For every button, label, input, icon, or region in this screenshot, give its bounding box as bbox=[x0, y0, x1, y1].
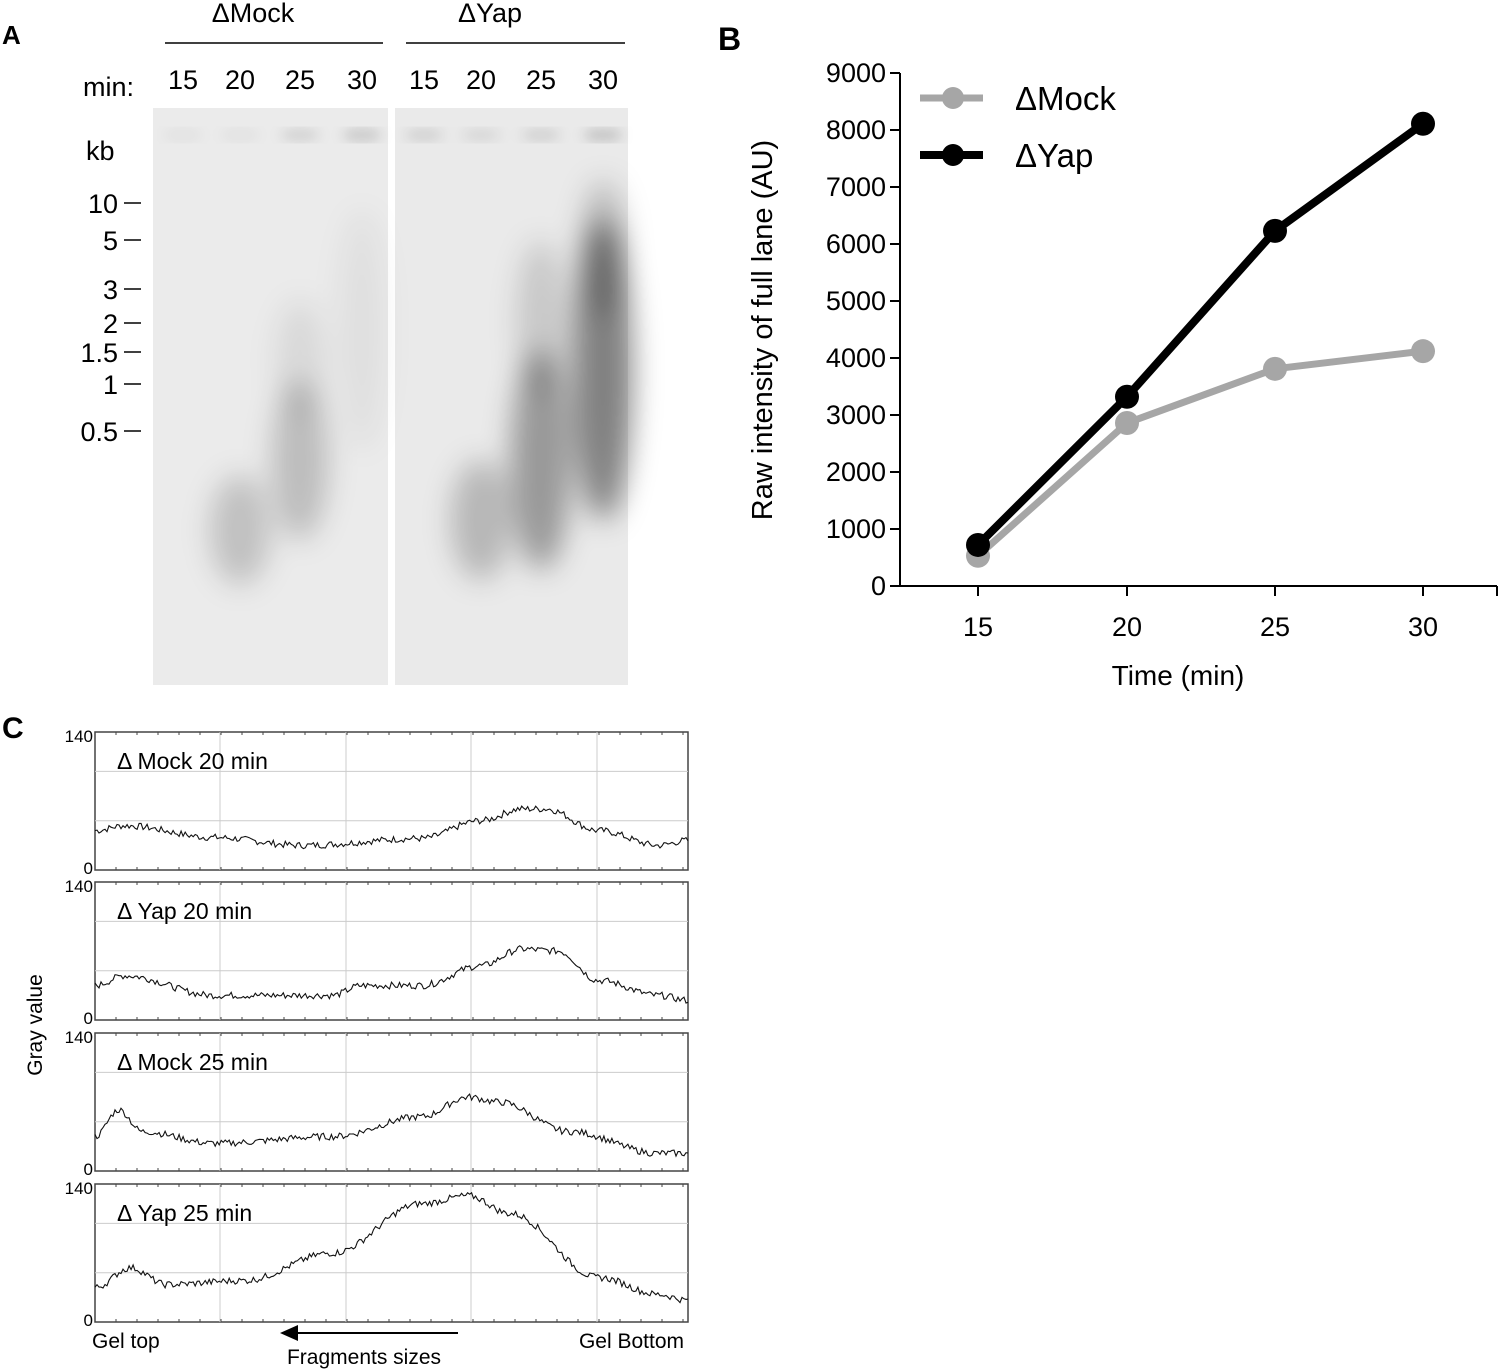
group-label-yap: ΔYap bbox=[458, 0, 522, 28]
y-tick-label: 8000 bbox=[826, 115, 886, 145]
y-tick-label: 5000 bbox=[826, 286, 886, 316]
y-tick-label: 6000 bbox=[826, 229, 886, 259]
profile-ymax-label: 140 bbox=[65, 1179, 93, 1198]
profile-ymin-label: 0 bbox=[84, 859, 93, 878]
group-label-mock: ΔMock bbox=[212, 0, 295, 28]
lane-time-label: 20 bbox=[225, 65, 255, 95]
data-point bbox=[1115, 384, 1139, 409]
panel-c-letter: C bbox=[2, 712, 24, 745]
series-line-mock bbox=[975, 347, 1424, 559]
data-point bbox=[1411, 339, 1435, 364]
arrow-head-icon bbox=[280, 1325, 298, 1341]
data-point bbox=[1411, 111, 1435, 136]
lane-time-label: 15 bbox=[409, 65, 439, 95]
y-tick-label: 4000 bbox=[826, 343, 886, 373]
y-tick-label: 1000 bbox=[826, 514, 886, 544]
profile-ymax-label: 140 bbox=[65, 727, 93, 746]
y-tick-label: 3000 bbox=[826, 400, 886, 430]
gel-smear bbox=[581, 180, 625, 320]
gel-smear bbox=[517, 240, 565, 400]
line-chart: 0 1000 2000 3000 4000 5000 6000 7000 8000 9000 15 2… bbox=[747, 58, 1498, 691]
gel-well bbox=[163, 128, 203, 142]
profile-line bbox=[94, 945, 689, 1004]
profile-frame bbox=[94, 731, 689, 871]
y-axis-label: Raw intensity of full lane (AU) bbox=[747, 140, 779, 520]
profile-line bbox=[94, 1191, 689, 1304]
gel-well bbox=[220, 128, 260, 142]
size-marker-label: 1 bbox=[103, 370, 118, 400]
gel-smear bbox=[272, 380, 328, 540]
profile-ymin-label: 0 bbox=[84, 1311, 93, 1330]
size-marker-label: 1.5 bbox=[80, 338, 118, 368]
data-point bbox=[1263, 356, 1287, 381]
profile-title: Δ Mock 20 min bbox=[117, 748, 268, 774]
lane-time-label: 30 bbox=[347, 65, 377, 95]
gel-well bbox=[521, 128, 561, 142]
profile-title: Δ Mock 25 min bbox=[117, 1049, 268, 1075]
gel-top-label: Gel top bbox=[92, 1330, 160, 1353]
gel-bottom-label: Gel Bottom bbox=[579, 1330, 684, 1353]
panel-a-letter: A bbox=[2, 20, 21, 50]
gel-well bbox=[342, 128, 382, 142]
profile-ymin-label: 0 bbox=[84, 1009, 93, 1028]
gel-smear bbox=[210, 475, 270, 585]
profile-title: Δ Yap 20 min bbox=[117, 898, 252, 924]
gel-well bbox=[461, 128, 501, 142]
x-tick-label: 25 bbox=[1260, 612, 1290, 642]
data-point bbox=[966, 532, 990, 557]
size-marker-label: 10 bbox=[88, 189, 118, 219]
legend-marker bbox=[942, 87, 964, 109]
x-tick-label: 30 bbox=[1408, 612, 1438, 642]
size-marker-label: 3 bbox=[103, 275, 118, 305]
gel-image bbox=[153, 108, 633, 685]
gel-smear bbox=[511, 350, 571, 570]
lane-time-label: 30 bbox=[588, 65, 618, 95]
series-line-yap bbox=[975, 120, 1426, 548]
kb-label: kb bbox=[86, 136, 115, 166]
lane-time-label: 25 bbox=[285, 65, 315, 95]
y-tick-label: 2000 bbox=[826, 457, 886, 487]
gel-smear bbox=[451, 460, 511, 580]
data-point bbox=[1263, 218, 1287, 243]
y-tick-label: 7000 bbox=[826, 172, 886, 202]
y-tick-label: 9000 bbox=[826, 58, 886, 88]
lane-time-label: 25 bbox=[526, 65, 556, 95]
size-marker-label: 0.5 bbox=[80, 417, 118, 447]
data-point bbox=[1115, 410, 1139, 435]
lane-time-label: 15 bbox=[168, 65, 198, 95]
x-axis-label: Time (min) bbox=[1112, 660, 1245, 691]
gel-well bbox=[280, 128, 320, 142]
profile-line bbox=[94, 805, 689, 850]
gel-smear bbox=[338, 210, 386, 450]
profile-title: Δ Yap 25 min bbox=[117, 1200, 252, 1226]
gel-well bbox=[404, 128, 444, 142]
profile-ymin-label: 0 bbox=[84, 1160, 93, 1179]
profile-ymax-label: 140 bbox=[65, 877, 93, 896]
gel-smear bbox=[276, 300, 324, 420]
y-tick-label: 0 bbox=[871, 571, 886, 601]
size-marker-label: 2 bbox=[103, 309, 118, 339]
profile-line bbox=[94, 1093, 689, 1158]
profile-ylabel: Gray value bbox=[24, 974, 47, 1076]
min-label: min: bbox=[83, 72, 134, 102]
x-tick-label: 15 bbox=[963, 612, 993, 642]
lane-time-label: 20 bbox=[466, 65, 496, 95]
profile-frame bbox=[94, 1032, 689, 1172]
gel-well bbox=[583, 128, 623, 142]
legend-label: ΔMock bbox=[1015, 80, 1116, 117]
fragment-sizes-label: Fragments sizes bbox=[287, 1346, 441, 1369]
size-marker-label: 5 bbox=[103, 226, 118, 256]
legend-label: ΔYap bbox=[1015, 137, 1093, 174]
profile-frame bbox=[94, 881, 689, 1021]
profile-ymax-label: 140 bbox=[65, 1028, 93, 1047]
x-tick-label: 20 bbox=[1112, 612, 1142, 642]
panel-b-letter: B bbox=[718, 21, 741, 57]
profile-frame bbox=[94, 1183, 689, 1323]
legend-marker bbox=[942, 144, 964, 166]
